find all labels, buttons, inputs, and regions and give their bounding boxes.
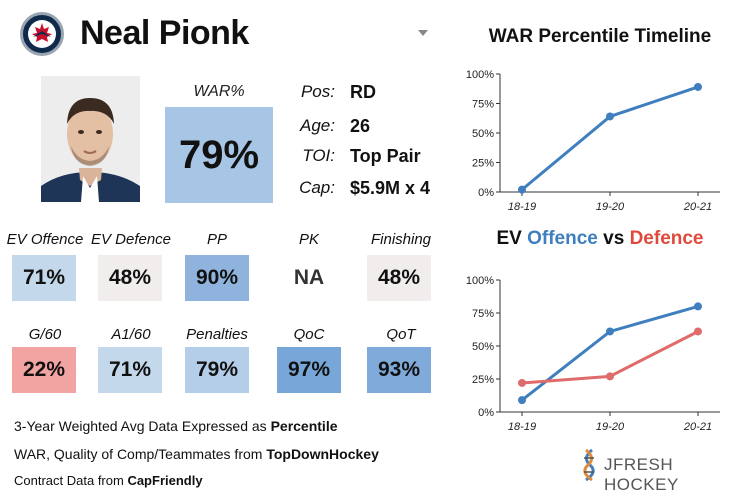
chart2-series-point-1	[518, 378, 526, 387]
ev-offence-defence-chart: 0% 25% 50% 75% 100% 18-19 19-20 20-21	[466, 275, 720, 433]
chart1-series-point-0	[694, 82, 702, 91]
qot-value: 93%	[367, 347, 431, 393]
pp-value: 90%	[185, 255, 249, 301]
chart2-title-part: EV	[496, 228, 528, 249]
chart1-y-tick-label: 25%	[472, 158, 494, 170]
toi-label: TOI:	[302, 146, 335, 165]
brand-logo-icon	[583, 448, 595, 482]
player-name: Neal Pionk	[80, 14, 249, 52]
pk-value: NA	[277, 255, 341, 301]
g60-label: G/60	[28, 326, 62, 343]
chart2-series-point-0	[694, 302, 702, 311]
age-label: Age:	[300, 116, 335, 135]
chart2-title-defence: Defence	[629, 228, 704, 249]
a160-value: 71%	[98, 347, 162, 393]
player-photo	[41, 76, 140, 202]
footnote-bold: Percentile	[270, 418, 338, 434]
qoc-label: QoC	[293, 326, 325, 343]
chart2-series-point-1	[694, 327, 702, 336]
chart1-x-tick-label: 20-21	[683, 201, 712, 213]
qoc-value: 97%	[277, 347, 341, 393]
penalties-value: 79%	[185, 347, 249, 393]
chart1-y-tick-label: 75%	[472, 99, 494, 111]
cap-label: Cap:	[299, 178, 335, 197]
chart1-series-point-0	[518, 185, 526, 194]
chart1-x-tick-label: 18-19	[508, 201, 536, 213]
footnote-source-contract: Contract Data from CapFriendly	[14, 473, 203, 488]
chart2-x-tick-label: 19-20	[596, 421, 625, 433]
pp-label: PP	[206, 231, 227, 248]
chart2-y-tick-label: 25%	[472, 374, 494, 386]
ev-offence-label: EV Offence	[6, 231, 84, 248]
pos-value: RD	[350, 82, 376, 102]
chart2-series-line-0	[521, 304, 699, 402]
pk-label: PK	[298, 231, 319, 248]
chart2-title-part: vs	[597, 228, 630, 249]
g60-value: 22%	[12, 347, 76, 393]
finishing-value: 48%	[367, 255, 431, 301]
chevron-down-icon[interactable]	[418, 30, 428, 36]
chart1-title: WAR Percentile Timeline	[488, 26, 712, 47]
footnote-source-war: WAR, Quality of Comp/Teammates from TopD…	[14, 446, 379, 462]
war-label: WAR%	[193, 83, 245, 100]
chart1-y-tick-label: 0%	[478, 187, 494, 199]
chart1-series-line-0	[521, 85, 699, 191]
chart2-series-point-0	[606, 327, 614, 336]
chart2-y-tick-label: 50%	[472, 341, 494, 353]
age-value: 26	[350, 116, 371, 136]
chart2-series-point-0	[518, 396, 526, 405]
footnote-bold: TopDownHockey	[266, 446, 379, 462]
war-timeline-chart: 0% 25% 50% 75% 100% 18-19 19-20 20-21	[466, 69, 720, 213]
chart2-x-tick-label: 18-19	[508, 421, 536, 433]
pos-label: Pos:	[300, 82, 335, 101]
chart2-x-tick-label: 20-21	[683, 421, 712, 433]
chart2-y-tick-label: 100%	[466, 275, 494, 287]
ev-offence-value: 71%	[12, 255, 76, 301]
footnote-percentile: 3-Year Weighted Avg Data Expressed as Pe…	[14, 418, 338, 434]
chart1-y-tick-label: 100%	[466, 69, 494, 81]
ev-defence-label: EV Defence	[90, 231, 172, 248]
finishing-label: Finishing	[370, 231, 432, 248]
penalties-label: Penalties	[186, 326, 248, 343]
footnote-text: WAR, Quality of Comp/Teammates from	[14, 446, 267, 462]
brand-name: JFRESH HOCKEY	[604, 455, 679, 494]
chart2-y-tick-label: 75%	[472, 308, 494, 320]
war-value-box: 79%	[165, 107, 273, 203]
team-logo	[20, 12, 64, 56]
toi-value: Top Pair	[350, 146, 421, 166]
chart1-y-tick-label: 50%	[472, 128, 494, 140]
a160-label: A1/60	[111, 326, 151, 343]
ev-defence-value: 48%	[98, 255, 162, 301]
chart2-y-tick-label: 0%	[478, 407, 494, 419]
chart2-title: EV Offence vs Defence	[470, 228, 730, 250]
qot-label: QoT	[386, 326, 416, 343]
cap-value: $5.9M x 4	[350, 178, 431, 198]
chart1-x-tick-label: 19-20	[596, 201, 625, 213]
chart1-series-point-0	[606, 112, 614, 121]
chart2-title-offence: Offence	[527, 228, 598, 249]
footnote-text: 3-Year Weighted Avg Data Expressed as	[14, 418, 271, 434]
footnote-bold: CapFriendly	[127, 473, 203, 488]
chart2-series-point-1	[606, 372, 614, 381]
footnote-text: Contract Data from	[14, 473, 128, 488]
